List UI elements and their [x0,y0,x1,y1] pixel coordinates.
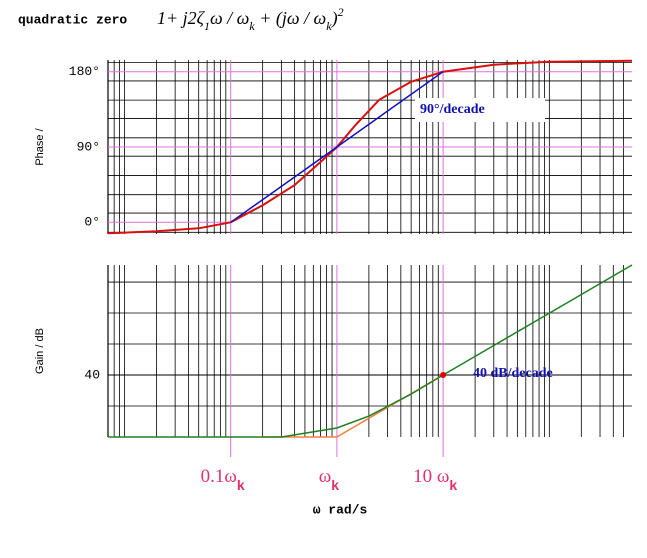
chart-title: quadratic zero [18,12,127,27]
x-tick-sub: k [331,477,339,493]
formula-part: ) [331,8,338,29]
x-tick-sub: k [449,477,457,493]
annotation: 40 dB/decade [473,366,553,381]
y-axis-label: Gain / dB [34,328,46,374]
y-tick-label: 0° [84,215,100,230]
y-tick-label: 40 [84,367,100,382]
formula-part: 1 [204,19,210,33]
formula-part: k [249,19,255,33]
annotation-bg [415,98,545,122]
y-tick-label: 90° [77,139,100,154]
x-axis-label: ω rad/s [313,502,368,517]
formula-part: k [326,19,332,33]
point [440,372,447,379]
formula-part: + (jω / ω [255,8,327,29]
x-tick-sub: k [237,477,245,493]
series-line [108,264,633,438]
formula: 1+ j2ζ1ω / ωk + (jω / ωk)2 [157,5,344,33]
formula-part: 1+ j2ζ [157,8,206,28]
x-tick-label: 10 ωk [413,466,457,492]
formula-part: 2 [338,5,344,19]
x-tick-text: ω [319,466,332,487]
series-line [230,71,444,223]
x-tick-text: 0.1ω [201,466,237,487]
y-axis-label: Phase / [34,127,46,165]
formula-part: ω / ω [210,8,249,28]
x-tick-label: ωk [319,466,340,492]
x-tick-label: 0.1ωk [201,466,245,492]
y-tick-label: 180° [69,64,100,79]
x-tick-text: 10 ω [413,466,449,487]
annotation: 90°/decade [420,102,485,117]
